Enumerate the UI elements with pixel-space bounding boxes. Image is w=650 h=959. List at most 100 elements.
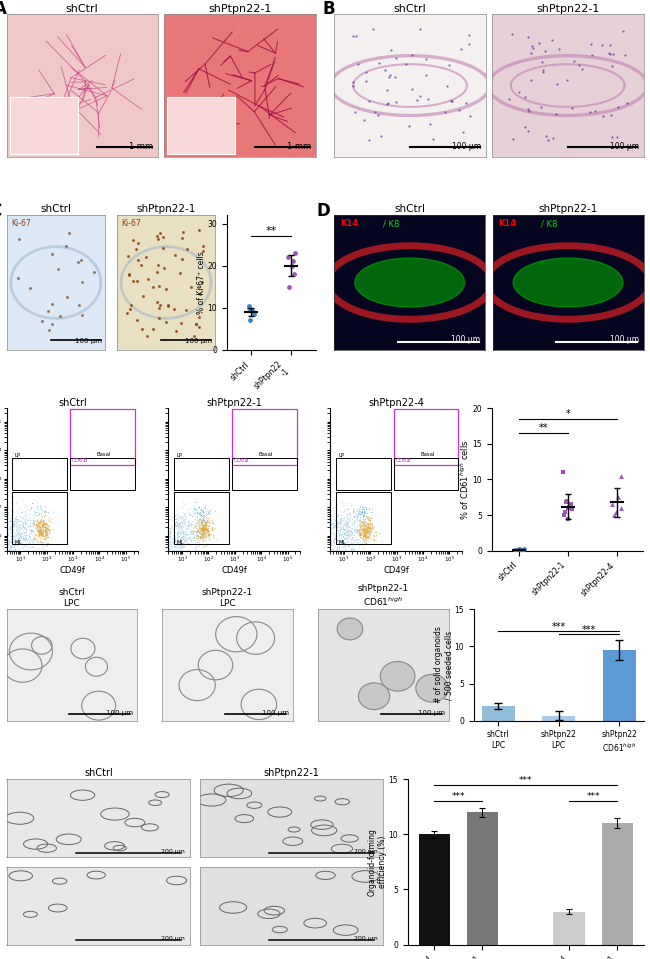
- Point: [1, 524, 12, 539]
- Point: [361, 530, 372, 546]
- Point: [332, 543, 343, 558]
- Point: [200, 514, 211, 529]
- Point: [341, 524, 352, 539]
- Point: [337, 526, 347, 542]
- Point: [20, 520, 31, 535]
- Point: [190, 515, 201, 530]
- Point: [363, 509, 374, 525]
- Point: [5, 521, 16, 536]
- Point: [165, 541, 176, 556]
- Point: [18, 530, 28, 546]
- Point: [365, 521, 375, 536]
- Point: [341, 519, 352, 534]
- Point: [355, 527, 365, 543]
- Point: [354, 523, 364, 538]
- Point: [33, 522, 44, 537]
- Point: [365, 514, 375, 529]
- Point: [28, 544, 38, 559]
- Point: [15, 547, 25, 562]
- Point: [172, 526, 182, 541]
- Point: [362, 529, 372, 545]
- Point: [173, 516, 183, 531]
- Point: [361, 502, 372, 517]
- Point: [187, 526, 198, 541]
- Point: [174, 525, 184, 540]
- Point: [332, 553, 343, 569]
- Point: [31, 527, 41, 543]
- Point: [11, 511, 21, 526]
- Point: [344, 526, 354, 542]
- Point: [12, 526, 23, 541]
- Point: [40, 518, 51, 533]
- Point: [336, 536, 346, 551]
- Point: [367, 509, 377, 525]
- Point: [2, 533, 12, 549]
- Point: [335, 513, 346, 528]
- Point: [192, 527, 202, 543]
- Point: [192, 517, 203, 532]
- Point: [178, 518, 188, 533]
- Point: [346, 526, 356, 542]
- Point: [201, 510, 211, 526]
- Text: 100 μm: 100 μm: [452, 142, 481, 151]
- Text: 1 mm: 1 mm: [129, 142, 153, 151]
- Point: [190, 508, 201, 524]
- Point: [15, 531, 25, 547]
- Point: [203, 526, 214, 542]
- Point: [3, 515, 13, 530]
- Point: [8, 550, 18, 566]
- Point: [41, 517, 51, 532]
- Point: [318, 528, 328, 544]
- Point: [10, 542, 20, 557]
- Point: [329, 485, 339, 501]
- Point: [41, 523, 51, 538]
- Point: [331, 545, 341, 560]
- Point: [354, 539, 365, 554]
- Point: [12, 526, 22, 542]
- Point: [172, 516, 182, 531]
- Point: [334, 543, 345, 558]
- Point: [180, 539, 190, 554]
- Point: [164, 528, 174, 544]
- Point: [0, 534, 4, 550]
- Point: [194, 531, 205, 547]
- Point: [9, 513, 20, 528]
- Point: [25, 528, 35, 544]
- Point: [170, 507, 181, 523]
- Point: [20, 516, 31, 531]
- Point: [6, 534, 16, 550]
- Point: [196, 527, 207, 543]
- Point: [335, 533, 345, 549]
- Point: [40, 523, 51, 538]
- Point: [183, 520, 193, 535]
- Point: [3, 534, 13, 550]
- Point: [201, 527, 211, 543]
- Point: [562, 501, 573, 516]
- Point: [197, 526, 207, 541]
- Point: [33, 533, 44, 549]
- Point: [197, 519, 207, 534]
- Point: [0, 510, 8, 526]
- Point: [336, 520, 346, 535]
- Point: [164, 537, 175, 552]
- Point: [358, 524, 368, 539]
- Point: [365, 524, 375, 539]
- Point: [339, 536, 349, 551]
- Point: [194, 539, 204, 554]
- Point: [1, 537, 12, 552]
- Point: [196, 526, 207, 542]
- Point: [174, 517, 184, 532]
- Point: [196, 548, 207, 563]
- Point: [8, 517, 18, 532]
- Point: [361, 522, 372, 537]
- Point: [174, 521, 185, 536]
- Bar: [601, 824, 633, 945]
- Point: [360, 518, 370, 533]
- Bar: [12, 458, 67, 490]
- Point: [332, 519, 343, 534]
- Point: [3, 555, 13, 571]
- Text: 100 μm: 100 μm: [610, 336, 639, 344]
- Point: [197, 503, 207, 519]
- Point: [42, 504, 53, 520]
- Point: [42, 535, 52, 550]
